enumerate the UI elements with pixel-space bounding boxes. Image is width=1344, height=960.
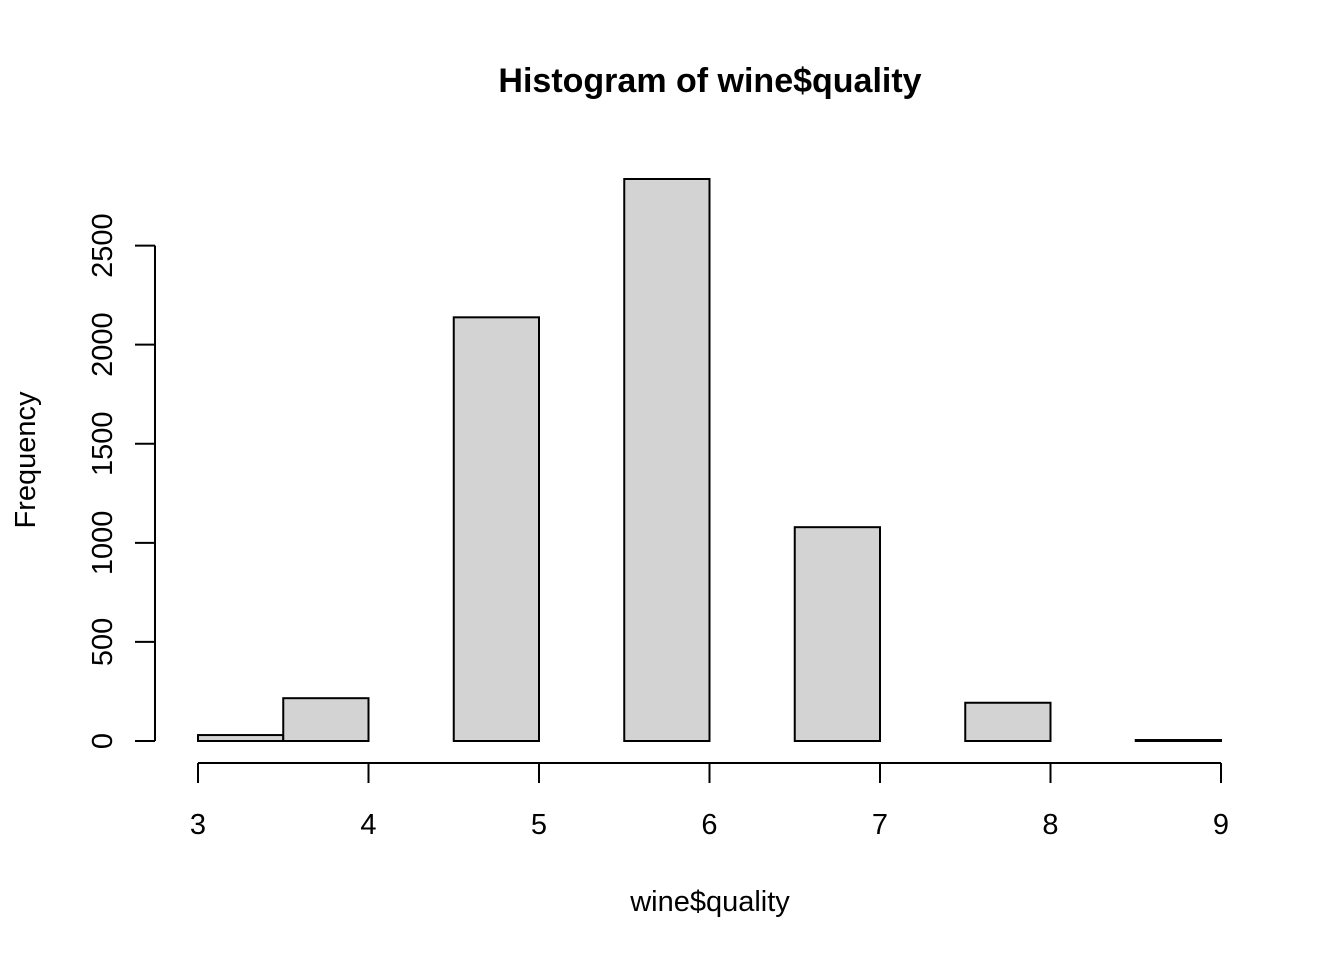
x-axis: 3 4 5 6 7 8 9 [190,762,1229,841]
x-tick-label-1: 4 [360,809,376,841]
x-tick-label-2: 5 [531,809,547,841]
y-axis: 0 500 1000 1500 2000 2500 [87,213,156,749]
bars-group [197,178,1222,743]
x-tick-label-0: 3 [190,809,206,841]
x-tick-label-6: 9 [1213,809,1229,841]
histogram-bar-3 [452,316,540,742]
y-tick-label-4: 2000 [87,312,119,377]
y-tick-label-1: 500 [87,618,119,666]
x-tick-label-5: 8 [1042,809,1058,841]
x-tick-label-3: 6 [701,809,717,841]
histogram-bar-9 [964,701,1052,743]
y-axis-label: Frequency [10,391,42,529]
histogram-bar-7 [793,526,881,742]
y-tick-label-0: 0 [87,733,119,749]
histogram-bar-5 [623,178,711,742]
histogram-bar-0 [197,734,285,742]
y-tick-label-3: 1500 [87,411,119,476]
y-tick-label-2: 1000 [87,511,119,576]
chart-title: Histogram of wine$quality [498,62,921,100]
x-tick-label-4: 7 [872,809,888,841]
histogram-bar-1 [282,697,370,742]
y-tick-label-5: 2500 [87,213,119,278]
x-axis-label: wine$quality [629,886,790,918]
histogram-bar-11 [1134,739,1222,742]
